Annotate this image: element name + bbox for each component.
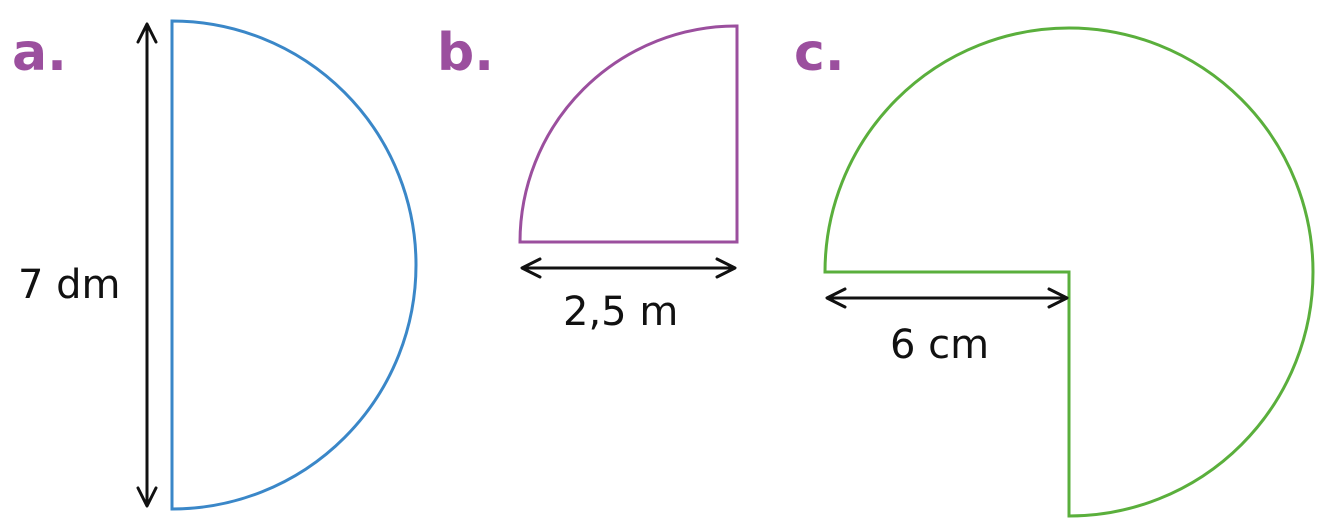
- figure-a-label: a.: [12, 23, 67, 83]
- figure-a-semicircle: [170, 19, 418, 511]
- figure-a-measurement: 7 dm: [18, 262, 121, 308]
- figure-c-label: c.: [794, 23, 845, 83]
- figure-c: c. 6 cm: [794, 23, 1315, 518]
- figure-a: a. 7 dm: [12, 19, 418, 511]
- figure-c-dimension-arrow: [825, 287, 1069, 309]
- figure-c-measurement: 6 cm: [890, 322, 989, 368]
- figure-b-quarter-circle: [518, 24, 739, 244]
- figure-a-dimension-arrow: [136, 22, 158, 508]
- figure-b-label: b.: [437, 23, 494, 83]
- figure-b-measurement: 2,5 m: [563, 289, 678, 335]
- figure-b-dimension-arrow: [520, 257, 737, 279]
- figure-b: b. 2,5 m: [437, 23, 739, 335]
- figure-c-three-quarter-circle: [823, 26, 1315, 518]
